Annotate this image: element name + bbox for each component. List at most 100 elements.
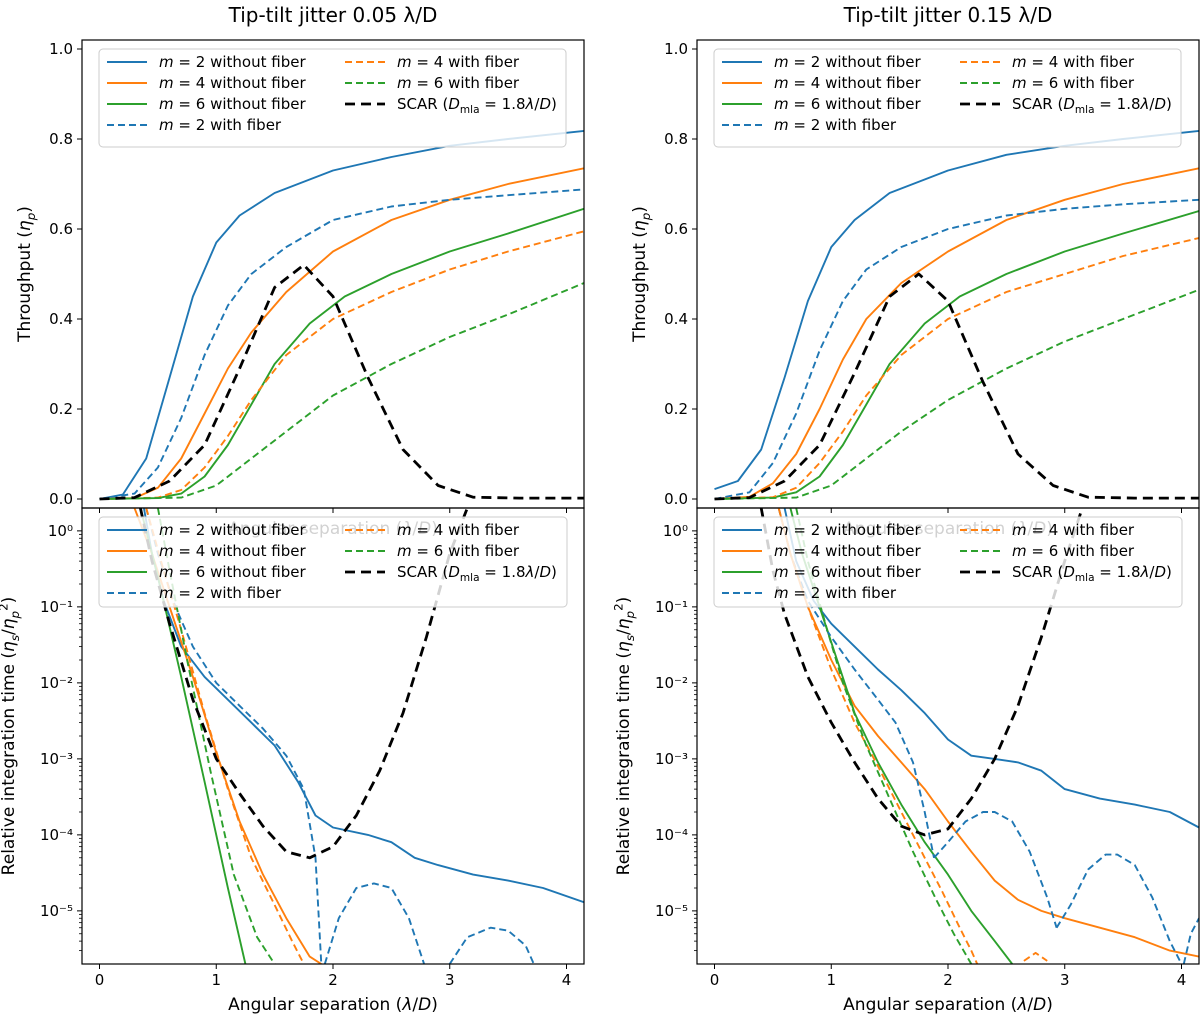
x-tick-label: 4 [562, 971, 572, 989]
y-tick-label: 10⁻² [40, 674, 73, 692]
chart-title: Tip-tilt jitter 0.15 λ/D [843, 3, 1053, 27]
x-tick-label: 3 [1060, 971, 1070, 989]
series-line [99, 207, 584, 500]
series-line [99, 230, 584, 500]
legend: m = 2 without fiber m = 4 without fiber m … [713, 516, 1183, 608]
legend-label: m = 2 without fiber [774, 521, 922, 539]
y-tick-label: 10⁻² [655, 674, 688, 692]
series-group [99, 129, 584, 501]
legend-label: m = 6 with fiber [397, 74, 520, 92]
series-line [139, 508, 469, 860]
legend-label: m = 6 without fiber [159, 95, 307, 113]
legend-label: m = 2 without fiber [159, 53, 307, 71]
series-group [133, 508, 584, 964]
series-line [714, 288, 1199, 500]
legend-label: m = 2 with fiber [159, 584, 282, 602]
y-tick-label: 0.8 [664, 130, 688, 148]
legend-label: m = 4 without fiber [774, 542, 922, 560]
legend-label: m = 4 with fiber [1012, 53, 1135, 71]
legend: m = 2 without fiber m = 4 without fiber m … [98, 48, 567, 148]
series-line [1055, 853, 1183, 964]
series-line [145, 508, 323, 964]
series-line [142, 508, 584, 904]
x-tick-label: 1 [826, 971, 836, 989]
y-tick-label: 10⁻¹ [40, 598, 73, 616]
legend-label: m = 6 without fiber [774, 563, 922, 581]
series-line [448, 926, 535, 964]
legend-label: m = 4 with fiber [397, 521, 520, 539]
series-line [99, 167, 584, 500]
y-tick-label: 10⁰ [663, 522, 688, 540]
x-tick-label: 4 [1177, 971, 1187, 989]
legend-label: m = 4 without fiber [159, 74, 307, 92]
legend-label: m = 2 with fiber [159, 116, 282, 134]
panel-bottom-right: 0 1 2 3 4 10⁻⁵ 10⁻⁴ 10⁻³ 10⁻² 10⁻¹ 10⁰ Relative int… [612, 507, 1200, 1015]
panel-top-left: Tip-tilt jitter 0.05 λ/D 0.0 0.2 0.4 0.6 0.8 1… [15, 3, 585, 539]
series-line [1182, 917, 1199, 964]
y-tick-label: 0.0 [664, 490, 688, 508]
legend-box [713, 516, 1183, 608]
y-tick-label: 0.2 [49, 400, 73, 418]
series-line [714, 129, 1199, 490]
series-line [714, 272, 1199, 501]
series-line [783, 508, 1199, 829]
legend-label: m = 6 with fiber [1012, 542, 1135, 560]
y-tick-label: 0.2 [664, 400, 688, 418]
series-group [714, 129, 1199, 501]
legend-label: m = 6 with fiber [1012, 74, 1135, 92]
series-line [714, 210, 1199, 500]
legend-label: SCAR (Dmla = 1.8λ/D) [397, 563, 557, 584]
y-tick-label: 0.4 [49, 310, 73, 328]
legend-label: SCAR (Dmla = 1.8λ/D) [1012, 563, 1172, 584]
series-line [1023, 951, 1048, 962]
legend-box [98, 516, 568, 608]
series-line [323, 882, 426, 964]
legend-label: m = 4 with fiber [1012, 521, 1135, 539]
series-line [777, 508, 1199, 958]
y-tick-label: 10⁻³ [40, 750, 73, 768]
legend-label: m = 4 without fiber [774, 74, 922, 92]
x-tick-label: 1 [211, 971, 221, 989]
y-axis-label: Throughput (ηp) [15, 206, 38, 343]
y-tick-label: 10⁻⁵ [40, 902, 73, 920]
legend-label: m = 6 with fiber [397, 542, 520, 560]
series-line [99, 263, 584, 501]
x-tick-label: 2 [328, 971, 338, 989]
legend-label: m = 2 with fiber [774, 584, 897, 602]
series-line [714, 198, 1199, 500]
y-axis-label: Relative integration time (ηs/ηp2) [0, 597, 22, 876]
y-tick-label: 10⁻¹ [655, 598, 688, 616]
y-tick-label: 10⁻⁴ [40, 826, 73, 844]
y-tick-label: 0.8 [49, 130, 73, 148]
y-tick-label: 0.0 [49, 490, 73, 508]
y-tick-label: 0.4 [664, 310, 688, 328]
x-axis-label: Angular separation (λ/D) [843, 995, 1053, 1015]
legend-label: m = 6 without fiber [159, 563, 307, 581]
x-tick-label: 0 [710, 971, 720, 989]
x-axis-label: Angular separation (λ/D) [228, 995, 438, 1015]
legend-label: m = 4 with fiber [397, 53, 520, 71]
y-tick-label: 0.6 [664, 220, 688, 238]
series-line [714, 167, 1199, 500]
y-tick-label: 10⁰ [48, 522, 73, 540]
y-tick-label: 10⁻³ [655, 750, 688, 768]
legend-label: m = 2 without fiber [159, 521, 307, 539]
y-axis-label: Throughput (ηp) [630, 206, 653, 343]
legend-label: m = 2 with fiber [774, 116, 897, 134]
legend-box [713, 48, 1182, 148]
series-line [714, 237, 1199, 500]
series-line [99, 188, 584, 500]
y-axis-label: Relative integration time (ηs/ηp2) [612, 597, 637, 876]
x-tick-label: 3 [445, 971, 455, 989]
y-tick-label: 10⁻⁵ [655, 902, 688, 920]
y-tick-label: 1.0 [664, 40, 688, 58]
legend: m = 2 without fiber m = 4 without fiber m … [98, 516, 568, 608]
panel-top-right: Tip-tilt jitter 0.15 λ/D 0.0 0.2 0.4 0.6 0.8 1… [630, 3, 1200, 539]
legend: m = 2 without fiber m = 4 without fiber m … [713, 48, 1182, 148]
legend-label: m = 4 without fiber [159, 542, 307, 560]
series-line [99, 282, 584, 500]
panel-bottom-left: 0 1 2 3 4 10⁻⁵ 10⁻⁴ 10⁻³ 10⁻² 10⁻¹ 10⁰ Relative int… [0, 507, 585, 1015]
legend-label: m = 6 without fiber [774, 95, 922, 113]
x-tick-label: 2 [943, 971, 953, 989]
